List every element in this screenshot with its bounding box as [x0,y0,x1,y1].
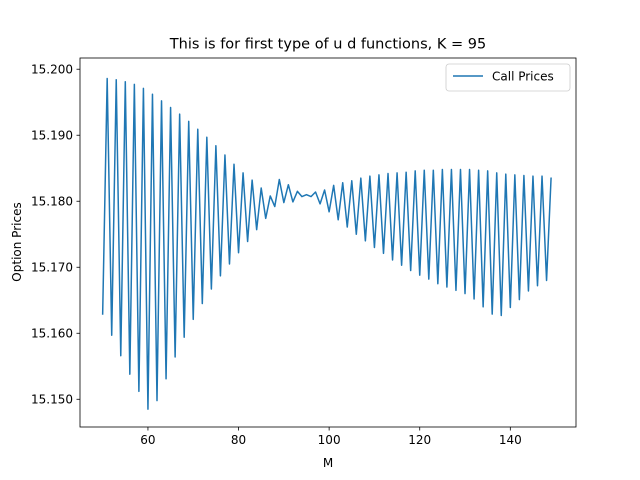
x-tick-label: 100 [318,433,341,447]
plot-area-frame [79,57,577,428]
y-axis-title: Option Prices [10,202,24,281]
x-axis-title: M [323,456,333,470]
y-tick-label: 15.160 [31,327,73,341]
legend: Call Prices [445,63,571,92]
series-line-call-prices [101,77,552,410]
x-tick-label: 120 [408,433,431,447]
x-tick-label: 80 [231,433,246,447]
y-tick-label: 15.170 [31,261,73,275]
y-tick-label: 15.180 [31,195,73,209]
y-tick-label: 15.150 [31,393,73,407]
x-axis-ticks: 60 80 100 120 140 [140,427,522,447]
plot-lines [101,77,552,410]
y-axis-ticks: 15.150 15.160 15.170 15.180 15.190 15.200 [31,63,80,407]
legend-box [445,63,571,92]
legend-label-call-prices: Call Prices [492,70,554,84]
chart-title: This is for first type of u d functions,… [169,37,486,53]
x-tick-label: 60 [140,433,155,447]
y-tick-label: 15.190 [31,129,73,143]
y-tick-label: 15.200 [31,63,73,77]
x-tick-label: 140 [499,433,522,447]
